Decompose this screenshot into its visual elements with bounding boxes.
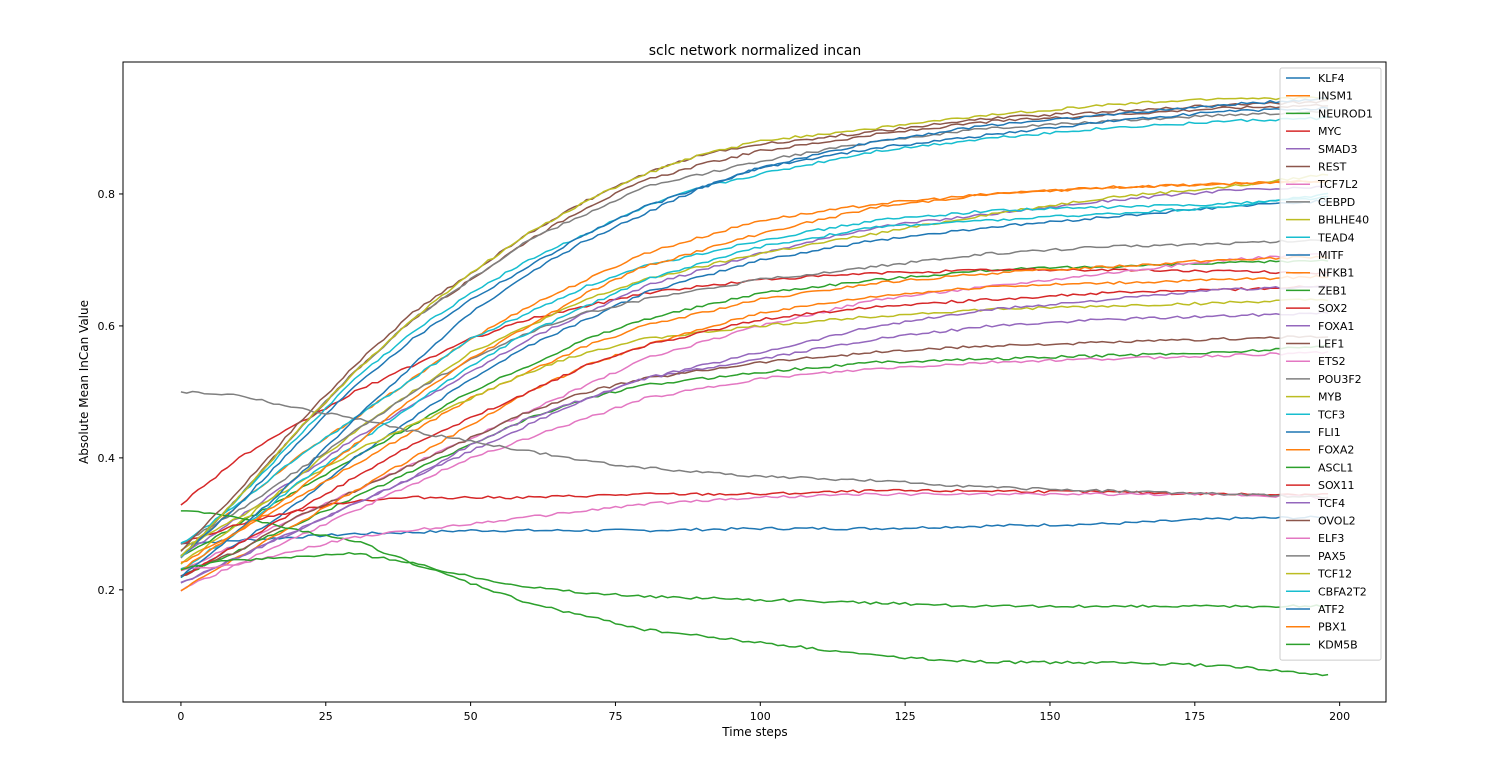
legend-label: TCF3	[1317, 408, 1345, 421]
legend-label: LEF1	[1318, 338, 1344, 351]
series-line-elf3	[180, 492, 1329, 572]
legend-label: ZEB1	[1318, 284, 1347, 297]
series-line-tcf3	[180, 195, 1329, 544]
series-line-sox11	[180, 285, 1329, 578]
series-line-tead4	[180, 116, 1329, 558]
series-line-ets2	[180, 350, 1329, 592]
series-line-kdm5b	[180, 551, 1329, 609]
legend-label: NFKB1	[1318, 267, 1354, 280]
legend-label: INSM1	[1318, 90, 1353, 103]
y-axis-title: Absolute Mean InCan Value	[77, 300, 91, 464]
legend-label: REST	[1318, 161, 1347, 174]
series-line-foxa2	[180, 274, 1329, 592]
y-tick-label: 0.6	[98, 320, 116, 333]
legend-label: FOXA1	[1318, 320, 1354, 333]
series-line-pou3f2	[180, 239, 1329, 545]
legend-label: POU3F2	[1318, 373, 1362, 386]
legend-label: TCF7L2	[1317, 178, 1358, 191]
plot-frame	[122, 61, 1387, 703]
chart-title: sclc network normalized incan	[649, 43, 862, 59]
legend-label: TCF12	[1317, 568, 1352, 581]
y-tick-label: 0.2	[98, 584, 116, 597]
x-axis: 0 25 50 75 100 125 150 175 200	[177, 702, 1350, 723]
legend-label: NEUROD1	[1318, 107, 1373, 120]
x-tick-label: 175	[1184, 710, 1205, 723]
series-line-zeb1	[180, 343, 1329, 579]
series-line-atf2	[180, 96, 1329, 579]
x-tick-label: 200	[1329, 710, 1350, 723]
series-line-smad3	[180, 185, 1329, 558]
legend-label: ETS2	[1318, 355, 1346, 368]
series-line-cbfa2t2	[180, 192, 1329, 570]
legend-label: ASCL1	[1318, 461, 1353, 474]
x-tick-label: 125	[895, 710, 916, 723]
legend-label: MITF	[1318, 249, 1344, 262]
legend-label: ATF2	[1318, 603, 1345, 616]
series-line-fli1	[180, 106, 1329, 557]
x-tick-label: 100	[750, 710, 771, 723]
x-tick-label: 75	[608, 710, 622, 723]
series-line-cebpd	[180, 110, 1329, 559]
series-line-klf4	[180, 515, 1329, 545]
y-tick-label: 0.8	[98, 188, 116, 201]
series-layer	[180, 96, 1329, 677]
series-line-ascl1	[180, 510, 1329, 677]
x-tick-label: 50	[464, 710, 478, 723]
legend-label: KDM5B	[1318, 638, 1358, 651]
legend-label: CBFA2T2	[1318, 585, 1367, 598]
legend-label: TEAD4	[1317, 231, 1355, 244]
legend-label: SMAD3	[1318, 143, 1357, 156]
y-axis: 0.2 0.4 0.6 0.8	[98, 188, 123, 597]
legend-label: MYB	[1318, 391, 1342, 404]
series-line-pax5	[180, 390, 1329, 499]
series-line-myb	[180, 298, 1329, 551]
legend-label: PAX5	[1318, 550, 1346, 563]
legend-label: BHLHE40	[1318, 214, 1369, 227]
x-tick-label: 150	[1039, 710, 1060, 723]
legend-label: MYC	[1318, 125, 1342, 138]
x-tick-label: 0	[177, 710, 184, 723]
series-line-lef1	[180, 335, 1329, 577]
legend-label: TCF4	[1317, 497, 1345, 510]
legend-label: OVOL2	[1318, 515, 1356, 528]
y-tick-label: 0.4	[98, 452, 116, 465]
series-line-ovol2	[180, 99, 1329, 552]
legend-label: CEBPD	[1318, 196, 1355, 209]
legend-label: KLF4	[1318, 72, 1345, 85]
legend-box	[1279, 67, 1382, 661]
legend-label: FOXA2	[1318, 444, 1354, 457]
series-line-nfkb1	[180, 255, 1329, 564]
legend-label: SOX2	[1318, 302, 1347, 315]
legend-label: PBX1	[1318, 621, 1347, 634]
legend-label: ELF3	[1318, 532, 1344, 545]
series-line-pbx1	[180, 180, 1329, 571]
x-tick-label: 25	[319, 710, 333, 723]
legend-label: FLI1	[1318, 426, 1341, 439]
x-axis-title: Time steps	[721, 725, 787, 739]
legend-label: SOX11	[1318, 479, 1354, 492]
series-line-tcf12	[180, 96, 1329, 557]
series-line-mitf	[180, 199, 1329, 577]
legend: KLF4 INSM1 NEUROD1 MYC SMAD3 REST TCF7L2 CEBPD B…	[1279, 67, 1382, 661]
series-line-tcf4	[180, 285, 1329, 584]
